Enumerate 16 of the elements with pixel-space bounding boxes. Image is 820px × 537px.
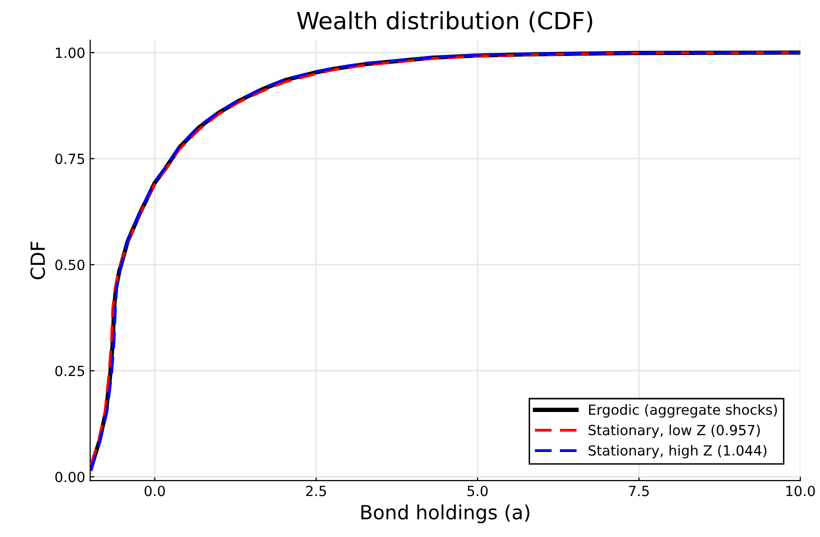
y-tick-label: 0.50 bbox=[55, 260, 84, 270]
legend-label: Ergodic (aggregate shocks) bbox=[589, 404, 777, 418]
chart-title: Wealth distribution (CDF) bbox=[297, 11, 592, 32]
y-axis-title: CDF bbox=[30, 242, 46, 280]
x-tick-label: 7.5 bbox=[629, 486, 649, 496]
y-tick-label: 1.00 bbox=[56, 48, 84, 58]
x-axis-title: Bond holdings (a) bbox=[361, 504, 530, 524]
legend-label: Stationary, low Z (0.957) bbox=[588, 424, 760, 438]
x-tick-label: 10.0 bbox=[786, 486, 815, 496]
y-tick-label: 0.75 bbox=[55, 154, 84, 164]
y-tick-label: 0.00 bbox=[55, 472, 84, 482]
x-tick-label: 5.0 bbox=[468, 486, 488, 496]
x-tick-label: 0.0 bbox=[144, 486, 165, 496]
y-tick-label: 0.25 bbox=[55, 366, 84, 376]
legend-label: Stationary, high Z (1.044) bbox=[588, 444, 766, 458]
x-tick-label: 2.5 bbox=[306, 486, 326, 496]
